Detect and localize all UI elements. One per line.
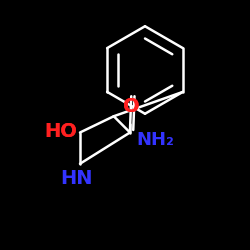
Text: HO: HO (44, 122, 76, 141)
Text: NH₂: NH₂ (136, 131, 174, 149)
Text: O: O (123, 97, 140, 116)
Text: HO: HO (44, 122, 76, 141)
Text: HN: HN (60, 169, 92, 188)
Text: O: O (123, 97, 140, 116)
